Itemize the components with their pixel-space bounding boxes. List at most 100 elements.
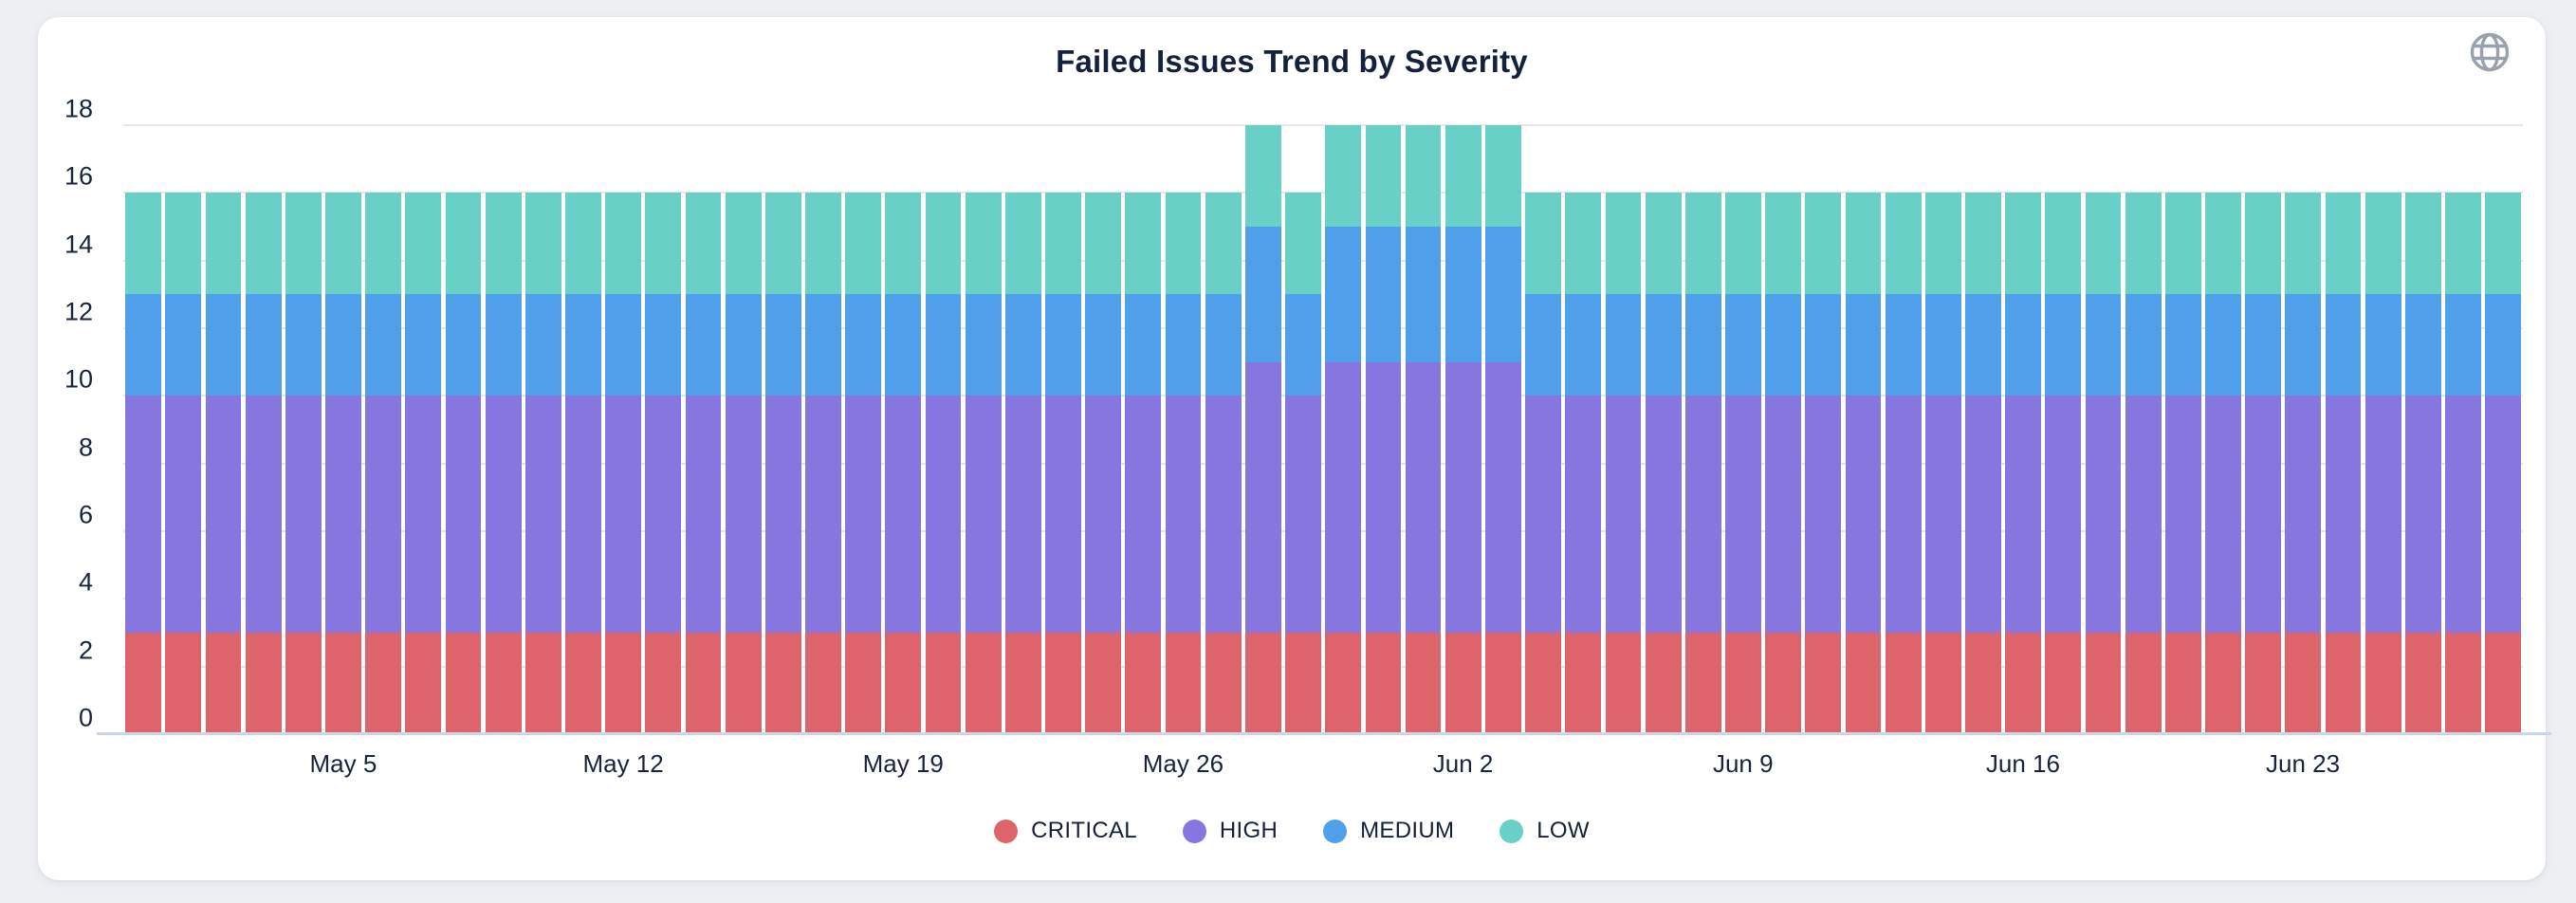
- segment-high[interactable]: [845, 396, 882, 633]
- segment-low[interactable]: [205, 193, 242, 295]
- segment-high[interactable]: [1725, 396, 1761, 633]
- segment-high[interactable]: [1125, 396, 1162, 633]
- segment-low[interactable]: [565, 193, 601, 295]
- segment-critical[interactable]: [1645, 632, 1682, 734]
- segment-high[interactable]: [1165, 396, 1202, 633]
- segment-critical[interactable]: [1444, 632, 1481, 734]
- bar-jun-20[interactable]: [2164, 193, 2201, 734]
- bar-may-9[interactable]: [485, 193, 522, 734]
- segment-low[interactable]: [1205, 193, 1242, 295]
- segment-low[interactable]: [1565, 193, 1602, 295]
- segment-high[interactable]: [325, 396, 361, 633]
- segment-critical[interactable]: [1885, 632, 1922, 734]
- segment-medium[interactable]: [1805, 294, 1842, 396]
- bar-may-30[interactable]: [1325, 125, 1362, 734]
- globe-icon[interactable]: [2468, 30, 2512, 74]
- segment-high[interactable]: [285, 396, 322, 633]
- segment-medium[interactable]: [1085, 294, 1122, 396]
- segment-critical[interactable]: [1805, 632, 1842, 734]
- segment-medium[interactable]: [2245, 294, 2282, 396]
- segment-low[interactable]: [925, 193, 962, 295]
- legend-item-critical[interactable]: CRITICAL: [994, 818, 1137, 844]
- segment-critical[interactable]: [2325, 632, 2362, 734]
- segment-low[interactable]: [2445, 193, 2481, 295]
- segment-critical[interactable]: [1565, 632, 1602, 734]
- segment-low[interactable]: [165, 193, 202, 295]
- segment-high[interactable]: [2085, 396, 2122, 633]
- bar-jun-6[interactable]: [1605, 193, 1642, 734]
- segment-medium[interactable]: [845, 294, 882, 396]
- segment-medium[interactable]: [2164, 294, 2201, 396]
- segment-critical[interactable]: [285, 632, 322, 734]
- segment-critical[interactable]: [1085, 632, 1122, 734]
- bar-may-31[interactable]: [1365, 125, 1402, 734]
- bar-may-20[interactable]: [925, 193, 962, 734]
- segment-high[interactable]: [1365, 361, 1402, 633]
- segment-medium[interactable]: [1245, 227, 1281, 362]
- segment-high[interactable]: [1205, 396, 1242, 633]
- segment-medium[interactable]: [2005, 294, 2042, 396]
- segment-low[interactable]: [1845, 193, 1882, 295]
- bar-jun-16[interactable]: [2005, 193, 2042, 734]
- segment-critical[interactable]: [1405, 632, 1442, 734]
- segment-high[interactable]: [1444, 361, 1481, 633]
- segment-low[interactable]: [685, 193, 722, 295]
- segment-low[interactable]: [1965, 193, 2001, 295]
- bar-jun-8[interactable]: [1684, 193, 1721, 734]
- segment-low[interactable]: [1885, 193, 1922, 295]
- bar-may-2[interactable]: [205, 193, 242, 734]
- segment-critical[interactable]: [1965, 632, 2001, 734]
- segment-medium[interactable]: [1205, 294, 1242, 396]
- segment-low[interactable]: [1325, 125, 1362, 227]
- segment-medium[interactable]: [1004, 294, 1041, 396]
- segment-high[interactable]: [805, 396, 841, 633]
- bar-jun-5[interactable]: [1565, 193, 1602, 734]
- segment-high[interactable]: [1645, 396, 1682, 633]
- bar-jun-12[interactable]: [1845, 193, 1882, 734]
- segment-low[interactable]: [445, 193, 482, 295]
- segment-high[interactable]: [2045, 396, 2082, 633]
- segment-low[interactable]: [1405, 125, 1442, 227]
- segment-critical[interactable]: [1525, 632, 1561, 734]
- segment-medium[interactable]: [1645, 294, 1682, 396]
- segment-low[interactable]: [2085, 193, 2122, 295]
- segment-medium[interactable]: [524, 294, 561, 396]
- segment-low[interactable]: [764, 193, 801, 295]
- segment-medium[interactable]: [2485, 294, 2522, 396]
- segment-low[interactable]: [2364, 193, 2401, 295]
- bar-jun-13[interactable]: [1885, 193, 1922, 734]
- segment-critical[interactable]: [2404, 632, 2441, 734]
- segment-high[interactable]: [2125, 396, 2162, 633]
- segment-low[interactable]: [1245, 125, 1281, 227]
- segment-medium[interactable]: [285, 294, 322, 396]
- segment-medium[interactable]: [1405, 227, 1442, 362]
- segment-low[interactable]: [1485, 125, 1521, 227]
- segment-medium[interactable]: [2404, 294, 2441, 396]
- segment-low[interactable]: [1365, 125, 1402, 227]
- segment-critical[interactable]: [1924, 632, 1961, 734]
- segment-critical[interactable]: [205, 632, 242, 734]
- segment-low[interactable]: [1645, 193, 1682, 295]
- segment-high[interactable]: [2245, 396, 2282, 633]
- segment-medium[interactable]: [1285, 294, 1321, 396]
- segment-critical[interactable]: [2285, 632, 2322, 734]
- segment-medium[interactable]: [565, 294, 601, 396]
- bar-may-3[interactable]: [245, 193, 282, 734]
- bar-may-11[interactable]: [565, 193, 601, 734]
- segment-high[interactable]: [485, 396, 522, 633]
- segment-low[interactable]: [365, 193, 402, 295]
- bar-may-28[interactable]: [1245, 125, 1281, 734]
- segment-critical[interactable]: [1845, 632, 1882, 734]
- segment-medium[interactable]: [1365, 227, 1402, 362]
- bar-jun-17[interactable]: [2045, 193, 2082, 734]
- segment-high[interactable]: [1045, 396, 1081, 633]
- segment-critical[interactable]: [1045, 632, 1081, 734]
- segment-medium[interactable]: [325, 294, 361, 396]
- segment-medium[interactable]: [2085, 294, 2122, 396]
- bar-jun-28[interactable]: [2485, 193, 2522, 734]
- legend-item-high[interactable]: HIGH: [1182, 818, 1278, 844]
- segment-low[interactable]: [285, 193, 322, 295]
- bar-jun-24[interactable]: [2325, 193, 2362, 734]
- segment-medium[interactable]: [1924, 294, 1961, 396]
- bar-may-18[interactable]: [845, 193, 882, 734]
